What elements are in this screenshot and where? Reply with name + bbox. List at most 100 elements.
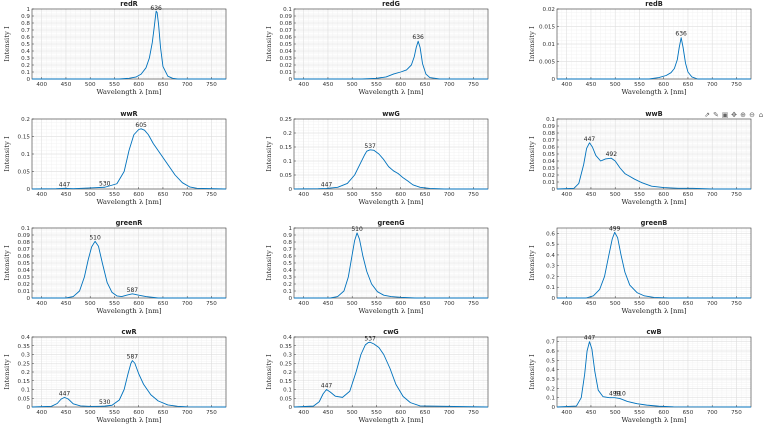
- y-tick-label: 0.6: [546, 231, 555, 237]
- peak-label: 447: [59, 390, 71, 397]
- x-tick-label: 400: [298, 82, 309, 88]
- y-tick-label: 0: [288, 296, 292, 302]
- y-tick-label: 1: [288, 226, 292, 232]
- x-tick-label: 700: [182, 301, 193, 307]
- x-tick-label: 700: [444, 301, 455, 307]
- zoom-out-icon[interactable]: ⊖: [749, 111, 755, 119]
- y-axis-label: Intensity I: [3, 136, 11, 172]
- y-tick-label: 0.2: [21, 63, 30, 69]
- x-tick-label: 550: [634, 410, 645, 416]
- y-tick-label: 0.05: [280, 396, 293, 402]
- x-tick-label: 650: [683, 410, 694, 416]
- y-tick-label: 0.01: [543, 42, 556, 48]
- y-tick-label: 0.15: [280, 379, 293, 385]
- y-axis-label: Intensity I: [528, 136, 536, 172]
- spectrum-line: [293, 341, 489, 408]
- x-tick-label: 400: [561, 82, 572, 88]
- x-tick-label: 700: [444, 410, 455, 416]
- y-axis-label: Intensity I: [3, 26, 11, 62]
- x-tick-label: 600: [395, 192, 406, 198]
- peak-label: 447: [321, 383, 333, 390]
- y-tick-label: 0.8: [21, 21, 30, 27]
- y-tick-label: 0.1: [21, 388, 30, 394]
- x-tick-label: 400: [298, 301, 309, 307]
- spectrum-line: [294, 232, 488, 299]
- x-tick-label: 750: [468, 192, 479, 198]
- y-tick-label: 0.02: [543, 7, 555, 13]
- y-tick-label: 0.06: [543, 145, 556, 151]
- subplot-wwR: 400 450 500 550 600 650 700 750 0 0.05 0.1 0.15 0.2 4…: [3, 110, 227, 206]
- y-tick-label: 0: [551, 77, 555, 83]
- y-tick-label: 0.1: [21, 226, 30, 232]
- x-tick-label: 650: [420, 82, 431, 88]
- axes-toolbar: ⇗ ✎ ▣ ✥ ⊕ ⊖ ⌂: [703, 111, 765, 119]
- x-tick-label: 500: [610, 192, 621, 198]
- y-tick-label: 0.08: [18, 240, 31, 246]
- x-tick-label: 400: [36, 192, 47, 198]
- x-axis-label: Wavelength λ [nm]: [96, 416, 161, 424]
- y-tick-label: 0.04: [543, 159, 556, 165]
- y-tick-label: 0.6: [283, 254, 292, 260]
- y-tick-label: 0.1: [283, 7, 292, 13]
- y-tick-label: 0.7: [21, 28, 30, 34]
- x-tick-label: 500: [610, 82, 621, 88]
- y-tick-label: 0.07: [543, 138, 556, 144]
- zoom-in-icon[interactable]: ⊕: [740, 111, 746, 119]
- y-tick-label: 0.15: [18, 135, 31, 141]
- x-tick-label: 400: [36, 410, 47, 416]
- y-tick-label: 0: [551, 187, 555, 193]
- x-tick-label: 600: [395, 82, 406, 88]
- y-tick-label: 0.1: [21, 152, 30, 158]
- x-tick-label: 400: [561, 410, 572, 416]
- y-tick-label: 0.15: [280, 145, 293, 151]
- x-tick-label: 650: [158, 301, 169, 307]
- axes-box: [556, 118, 752, 190]
- y-tick-label: 0.6: [21, 35, 30, 41]
- x-tick-label: 550: [371, 301, 382, 307]
- subplot-cwR: 400 450 500 550 600 650 700 750 0 0.05 0.1 0.15 0.2 0…: [3, 328, 227, 424]
- y-tick-label: 0.3: [21, 56, 30, 62]
- y-tick-label: 0: [288, 77, 292, 83]
- y-tick-label: 0.35: [280, 344, 293, 350]
- y-tick-label: 0.9: [283, 233, 292, 239]
- y-tick-label: 0.03: [18, 275, 31, 281]
- subplot-title: greenB: [641, 219, 668, 227]
- spectrum-line: [31, 128, 227, 190]
- y-tick-label: 0.09: [543, 124, 556, 130]
- x-tick-label: 700: [444, 82, 455, 88]
- y-tick-label: 0.7: [283, 247, 292, 253]
- subplot-title: cwG: [383, 328, 398, 336]
- y-tick-label: 0.35: [18, 344, 31, 350]
- y-tick-label: 0.05: [543, 152, 556, 158]
- major-grid: [557, 228, 751, 299]
- pan-icon[interactable]: ✥: [731, 111, 737, 119]
- spectrum-line: [294, 40, 488, 80]
- y-tick-label: 0.05: [280, 173, 293, 179]
- x-tick-label: 450: [61, 82, 72, 88]
- x-tick-label: 400: [561, 192, 572, 198]
- x-tick-label: 650: [158, 192, 169, 198]
- x-tick-label: 450: [586, 301, 597, 307]
- x-tick-label: 750: [206, 82, 217, 88]
- y-tick-label: 0: [26, 77, 30, 83]
- y-tick-label: 0.2: [21, 117, 30, 123]
- x-tick-label: 600: [658, 301, 669, 307]
- home-icon[interactable]: ⌂: [758, 111, 764, 119]
- x-axis-label: Wavelength λ [nm]: [96, 198, 161, 206]
- x-tick-label: 450: [586, 410, 597, 416]
- x-tick-label: 700: [707, 82, 718, 88]
- x-tick-label: 450: [586, 192, 597, 198]
- peak-label: 587: [127, 354, 139, 361]
- y-tick-label: 0.3: [546, 264, 555, 270]
- subplot-title: redR: [120, 0, 138, 8]
- x-tick-label: 700: [444, 192, 455, 198]
- x-tick-label: 450: [323, 82, 334, 88]
- x-tick-label: 750: [731, 410, 742, 416]
- y-tick-label: 0.4: [546, 253, 555, 259]
- export-icon[interactable]: ⇗: [704, 111, 710, 119]
- x-tick-label: 450: [61, 410, 72, 416]
- y-tick-label: 0.2: [283, 370, 292, 376]
- brush-icon[interactable]: ✎: [713, 111, 719, 119]
- y-tick-label: 0.01: [18, 289, 31, 295]
- datatip-icon[interactable]: ▣: [721, 111, 729, 119]
